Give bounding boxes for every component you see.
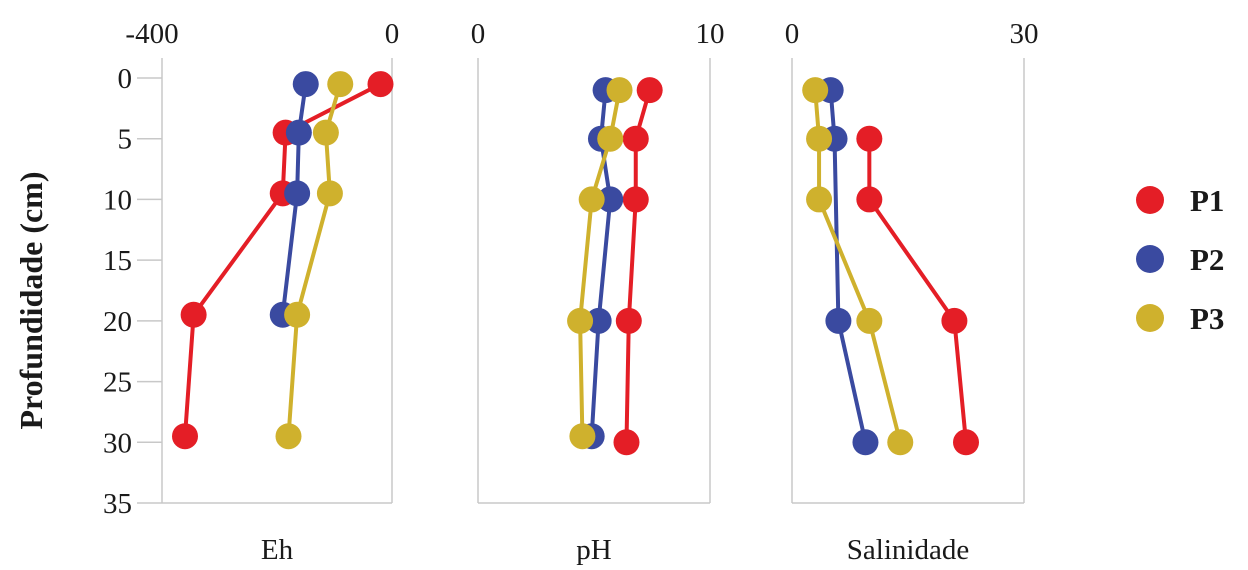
x-tick-label-max: 30 [1010, 18, 1039, 50]
x-tick-label-max: 10 [696, 18, 725, 50]
data-point-p3 [856, 307, 883, 334]
data-point-p3 [806, 125, 833, 152]
y-tick-label: 30 [103, 427, 132, 459]
x-tick-label-min: -400 [125, 18, 178, 50]
series-p1 [172, 71, 394, 450]
data-point-p1 [367, 71, 394, 98]
data-point-p3 [802, 77, 829, 104]
legend-label-p3: P3 [1190, 301, 1224, 336]
data-point-p2 [852, 429, 879, 456]
data-point-p1 [953, 429, 979, 456]
y-tick-label: 10 [103, 184, 132, 216]
x-tick-label-max: 0 [385, 18, 400, 50]
x-tick-label-min: 0 [785, 18, 800, 50]
data-point-p2 [285, 119, 312, 146]
data-point-p1 [613, 429, 640, 456]
legend-marker-p1 [1136, 186, 1164, 214]
x-axis-title: Eh [261, 534, 294, 566]
x-tick-label-min: 0 [471, 18, 486, 50]
series-p1 [613, 77, 663, 456]
panel-salinidade: 0 30 Salinidade [785, 18, 1039, 566]
data-point-p1 [856, 186, 883, 213]
legend-marker-p3 [1136, 304, 1164, 332]
series-p3 [567, 77, 633, 450]
data-point-p1 [615, 307, 642, 334]
data-point-p3 [275, 423, 302, 450]
data-point-p1 [856, 125, 883, 152]
data-point-p2 [585, 307, 612, 334]
y-axis-title: Profundidade (cm) [13, 171, 49, 429]
data-point-p3 [887, 429, 914, 456]
series-p3 [802, 77, 914, 456]
data-point-p3 [578, 186, 605, 213]
data-point-p3 [327, 71, 354, 98]
x-axis-title: Salinidade [847, 534, 969, 566]
data-point-p1 [941, 307, 968, 334]
series-p1 [856, 125, 979, 456]
data-point-p3 [806, 186, 833, 213]
y-tick-label: 35 [103, 488, 132, 520]
y-tick-label: 5 [118, 124, 133, 156]
series-p3 [275, 71, 354, 450]
y-axis: 0 5 10 15 20 25 30 35 Profundidade (cm) [13, 63, 162, 520]
y-tick-label: 0 [118, 63, 133, 95]
data-point-p3 [284, 301, 311, 328]
data-point-p2 [825, 307, 852, 334]
data-point-p1 [636, 77, 663, 104]
data-point-p1 [622, 125, 649, 152]
data-point-p3 [597, 125, 624, 152]
data-point-p1 [622, 186, 649, 213]
series-line-p2 [828, 89, 868, 443]
data-point-p3 [569, 423, 596, 450]
legend: P1 P2 P3 [1136, 183, 1224, 336]
data-point-p3 [567, 307, 594, 334]
data-point-p2 [597, 186, 624, 213]
panel-ph: 0 10 pH [471, 18, 725, 566]
y-tick-label: 25 [103, 367, 132, 399]
legend-label-p1: P1 [1190, 183, 1224, 218]
data-point-p3 [316, 180, 343, 207]
data-point-p3 [312, 119, 339, 146]
series-line-p2 [280, 83, 308, 316]
legend-marker-p2 [1136, 245, 1164, 273]
x-axis-title: pH [576, 534, 612, 566]
data-point-p2 [292, 71, 319, 98]
y-tick-label: 20 [103, 306, 132, 338]
y-tick-label: 15 [103, 245, 132, 277]
panel-eh: -400 0 Eh [125, 18, 399, 566]
series-line-p1 [867, 138, 968, 443]
data-point-p1 [172, 423, 198, 450]
data-point-p2 [284, 180, 311, 207]
data-point-p3 [606, 77, 633, 104]
legend-label-p2: P2 [1190, 242, 1224, 277]
data-point-p1 [180, 301, 207, 328]
